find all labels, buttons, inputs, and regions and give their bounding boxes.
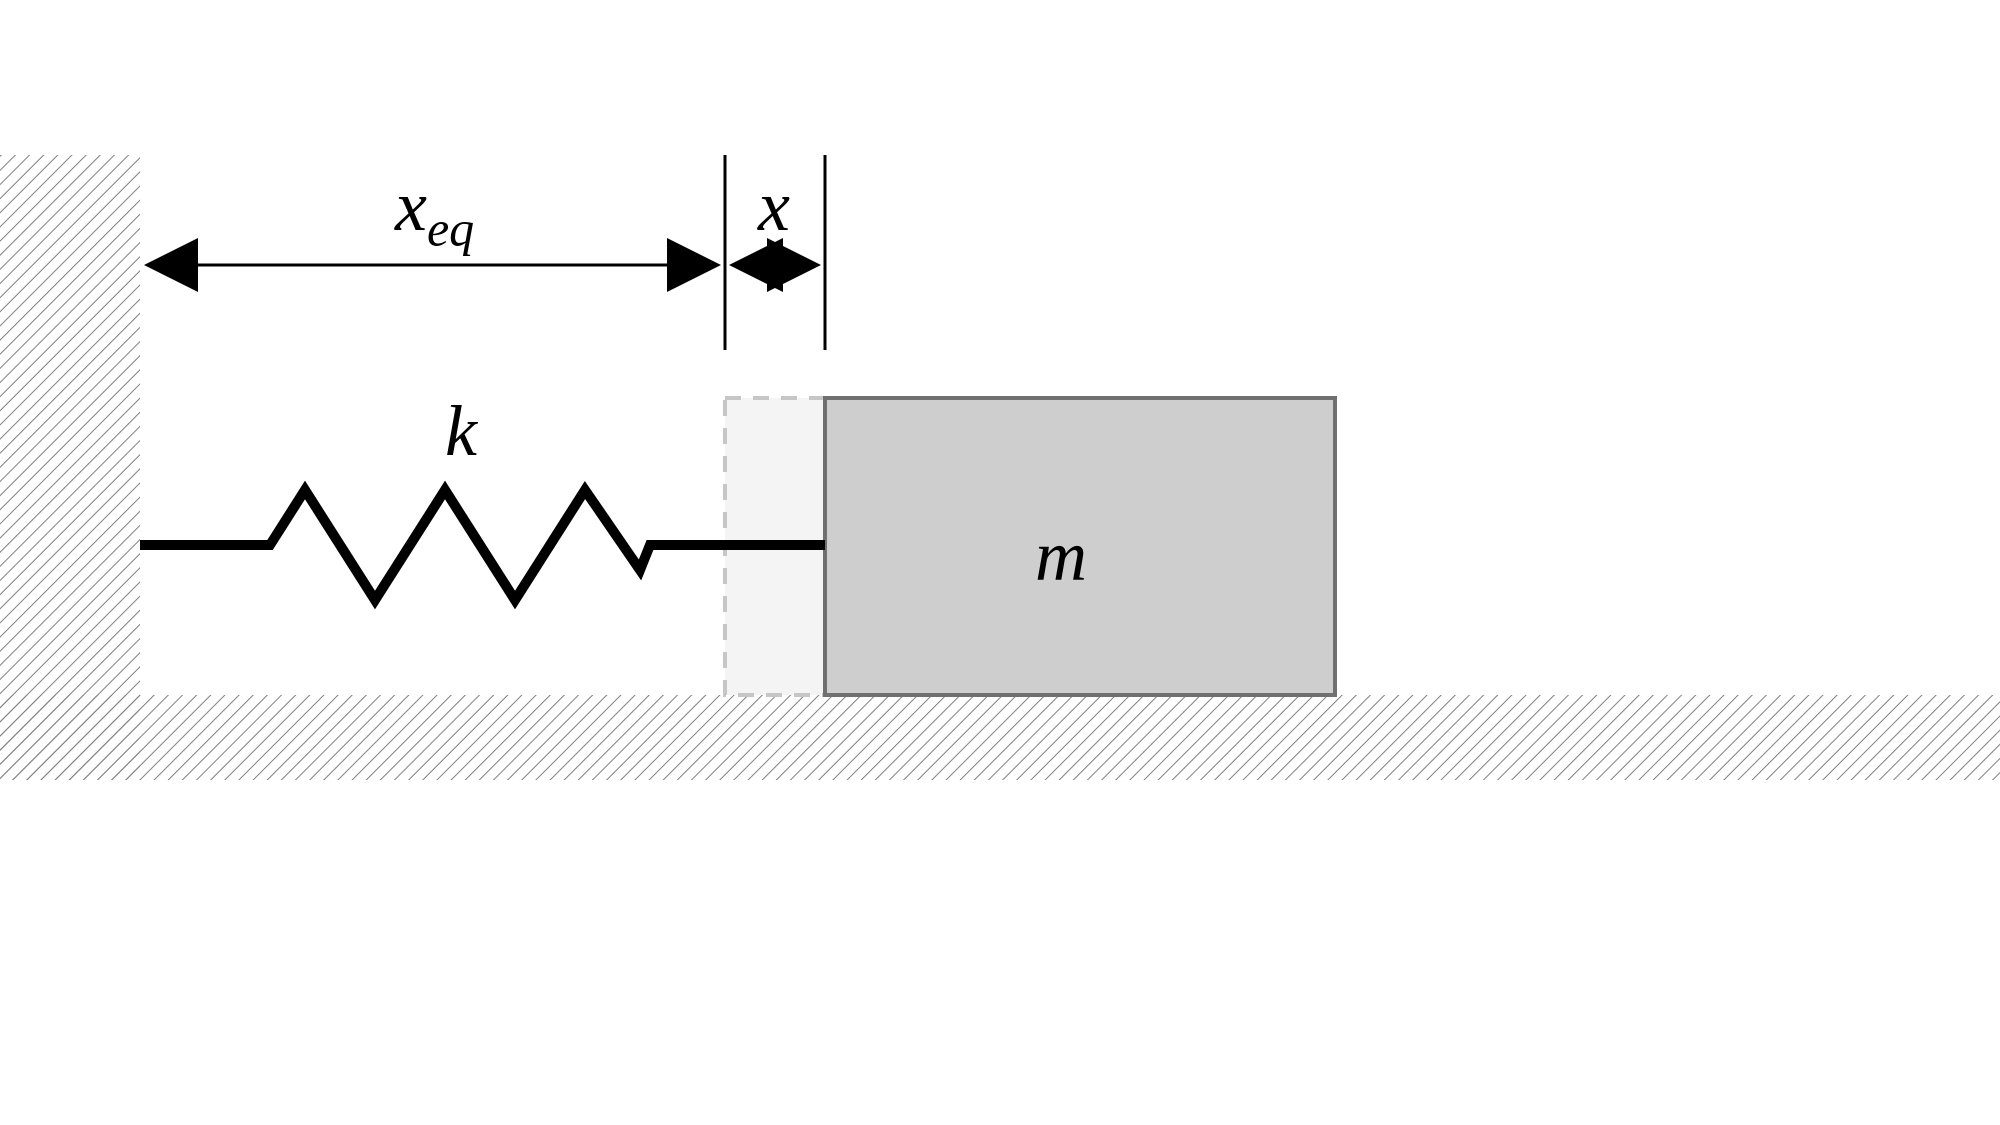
label-xeq: xeq bbox=[395, 165, 474, 257]
label-x: x bbox=[758, 165, 790, 248]
label-m: m bbox=[1035, 515, 1087, 598]
label-x-text: x bbox=[758, 166, 790, 246]
wall-hatch bbox=[0, 155, 140, 780]
label-m-text: m bbox=[1035, 516, 1087, 596]
ground-hatch bbox=[0, 695, 2000, 780]
label-k-text: k bbox=[445, 391, 477, 471]
diagram-svg bbox=[0, 0, 2000, 1125]
spring-mass-diagram: xeq x k m bbox=[0, 0, 2000, 1125]
label-xeq-sub: eq bbox=[427, 200, 474, 256]
spring bbox=[140, 490, 825, 600]
label-xeq-main: x bbox=[395, 166, 427, 246]
label-k: k bbox=[445, 390, 477, 473]
